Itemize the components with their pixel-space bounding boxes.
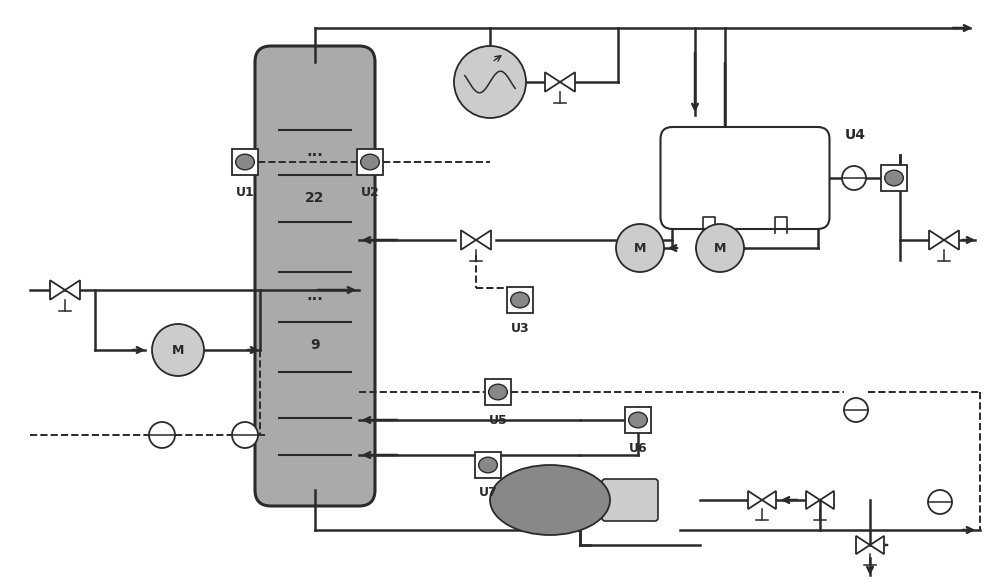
Polygon shape <box>560 72 575 91</box>
Circle shape <box>152 324 204 376</box>
Text: ...: ... <box>307 288 323 303</box>
Ellipse shape <box>361 154 379 170</box>
Bar <box>881 165 907 191</box>
Text: U4: U4 <box>844 128 866 142</box>
Polygon shape <box>870 536 884 554</box>
Text: M: M <box>172 343 184 357</box>
Circle shape <box>232 422 258 448</box>
Polygon shape <box>545 72 560 91</box>
Ellipse shape <box>489 384 507 400</box>
Text: U3: U3 <box>511 321 529 335</box>
FancyBboxPatch shape <box>660 127 830 229</box>
Polygon shape <box>748 491 762 509</box>
Text: U2: U2 <box>361 185 379 199</box>
Polygon shape <box>806 491 820 509</box>
Polygon shape <box>461 230 476 250</box>
Polygon shape <box>929 230 944 250</box>
Bar <box>475 452 501 478</box>
Bar <box>485 379 511 405</box>
Polygon shape <box>820 491 834 509</box>
Text: M: M <box>634 241 646 255</box>
Bar <box>507 287 533 313</box>
Text: ...: ... <box>307 145 323 159</box>
Text: M: M <box>714 241 726 255</box>
Ellipse shape <box>885 170 903 186</box>
Text: U1: U1 <box>236 185 254 199</box>
Ellipse shape <box>479 457 497 473</box>
Circle shape <box>616 224 664 272</box>
Circle shape <box>454 46 526 118</box>
Bar <box>357 149 383 175</box>
Polygon shape <box>944 230 959 250</box>
Polygon shape <box>762 491 776 509</box>
Ellipse shape <box>490 465 610 535</box>
Text: 9: 9 <box>310 338 320 352</box>
Polygon shape <box>50 280 65 300</box>
Circle shape <box>149 422 175 448</box>
Polygon shape <box>476 230 491 250</box>
Ellipse shape <box>236 154 254 170</box>
FancyBboxPatch shape <box>255 46 375 506</box>
Ellipse shape <box>511 292 529 308</box>
Polygon shape <box>856 536 870 554</box>
Ellipse shape <box>629 412 647 428</box>
Circle shape <box>696 224 744 272</box>
Text: 22: 22 <box>305 191 325 205</box>
Circle shape <box>928 490 952 514</box>
Bar <box>232 149 258 175</box>
Polygon shape <box>65 280 80 300</box>
Text: U6: U6 <box>629 442 647 455</box>
Text: U7: U7 <box>479 486 497 500</box>
FancyBboxPatch shape <box>602 479 658 521</box>
Circle shape <box>842 166 866 190</box>
Bar <box>625 407 651 433</box>
Text: U5: U5 <box>489 413 507 427</box>
Circle shape <box>844 398 868 422</box>
